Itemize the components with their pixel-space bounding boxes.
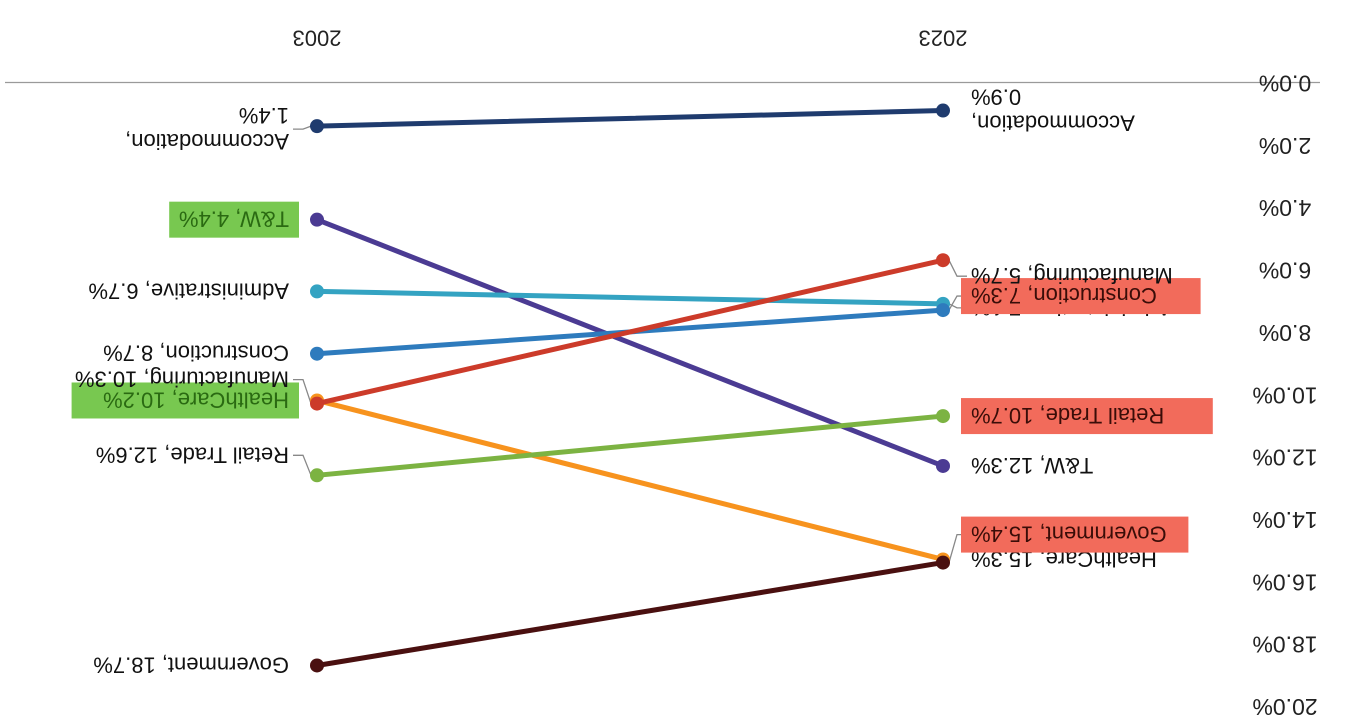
series-line	[314, 257, 946, 407]
data-point	[310, 119, 324, 134]
series-line	[314, 108, 946, 129]
leader-line	[293, 125, 312, 130]
data-label: Manufacturing, 5.7%	[971, 263, 1173, 288]
data-label: T&W, 4.4%	[169, 201, 299, 238]
data-label: HealthCare, 10.2%	[71, 382, 299, 419]
data-label: Accommodation,0.9%	[971, 85, 1135, 136]
data-label: Manufacturing, 10.3%	[75, 367, 289, 392]
data-label-text: Retail Trade, 10.7%	[971, 403, 1164, 428]
data-label-text: Administrative, 6.7%	[88, 278, 289, 303]
label-highlight	[961, 278, 1201, 315]
data-point	[936, 555, 950, 570]
data-label: Retail Trade, 10.7%	[961, 398, 1213, 435]
data-label-text: Construction, 8.7%	[103, 341, 289, 366]
data-point	[310, 284, 324, 299]
data-label-text: 1.4%	[239, 103, 289, 128]
data-label: Administrative, 6.7%	[88, 278, 289, 303]
data-label-text: Manufacturing, 5.7%	[971, 263, 1173, 288]
data-label-text: Accommodation,	[125, 129, 289, 154]
data-point	[310, 212, 324, 227]
data-labels: Accommodation,1.4% Accommodation,0.9%T&W,…	[71, 85, 1213, 677]
y-tick-label: 6.0%	[1259, 258, 1311, 284]
y-tick-label: 8.0%	[1259, 320, 1311, 346]
series-line	[314, 217, 946, 469]
data-label-text: T&W, 4.4%	[179, 207, 289, 232]
data-point	[936, 253, 950, 268]
y-tick-label: 14.0%	[1252, 507, 1317, 533]
data-point	[936, 458, 950, 473]
data-label: Retail Trade, 12.6%	[96, 442, 289, 467]
series-lines	[310, 103, 950, 673]
label-highlight	[961, 398, 1213, 435]
data-label-text: Government, 15.4%	[971, 522, 1167, 547]
data-point	[310, 658, 324, 673]
y-axis: 0.0% 2.0% 4.0% 6.0% 8.0% 10.0% 12.0% 14.0% 16.0%…	[5, 71, 1320, 718]
data-point	[936, 409, 950, 424]
data-point	[310, 396, 324, 411]
data-point	[310, 468, 324, 483]
data-label-text: Accommodation,	[971, 111, 1135, 136]
data-label-text: Manufacturing, 10.3%	[75, 367, 289, 392]
data-label: Government, 18.7%	[93, 652, 289, 677]
y-tick-label: 10.0%	[1252, 382, 1317, 408]
x-axis: 2003 2023	[293, 26, 968, 51]
y-tick-label: 16.0%	[1252, 569, 1317, 595]
data-label: Government, 15.4%	[961, 516, 1189, 553]
y-tick-label: 20.0%	[1252, 694, 1317, 718]
series-line	[314, 413, 946, 478]
data-label-text: HealthCare, 10.2%	[103, 387, 289, 412]
y-tick-label: 2.0%	[1259, 133, 1311, 159]
data-point	[936, 303, 950, 318]
data-label-text: Government, 18.7%	[93, 652, 289, 677]
leader-line	[293, 378, 312, 404]
y-tick-label: 18.0%	[1252, 632, 1317, 658]
data-label: T&W, 12.3%	[971, 453, 1093, 478]
leader-line	[948, 259, 967, 277]
series-line	[314, 397, 946, 562]
data-point	[936, 103, 950, 118]
leader-line	[293, 454, 312, 476]
data-point	[310, 346, 324, 361]
data-label: Construction, 8.7%	[103, 341, 289, 366]
x-tick-label: 2003	[293, 26, 342, 51]
data-label-text: T&W, 12.3%	[971, 453, 1093, 478]
label-highlight	[71, 382, 299, 419]
x-tick-label: 2023	[919, 26, 968, 51]
label-highlight	[169, 201, 299, 238]
series-line	[314, 560, 946, 668]
y-tick-label: 12.0%	[1252, 445, 1317, 471]
series-line	[314, 288, 946, 307]
y-tick-label: 4.0%	[1259, 195, 1311, 221]
data-label-text: Construction, 7.3%	[971, 283, 1157, 308]
label-highlight	[961, 516, 1189, 553]
data-label: Construction, 7.3%	[961, 278, 1201, 315]
data-label-text: Retail Trade, 12.6%	[96, 442, 289, 467]
y-tick-label: 0.0%	[1259, 71, 1311, 97]
data-label-text: 0.9%	[971, 85, 1021, 110]
data-label: Accommodation,1.4%	[125, 103, 289, 154]
